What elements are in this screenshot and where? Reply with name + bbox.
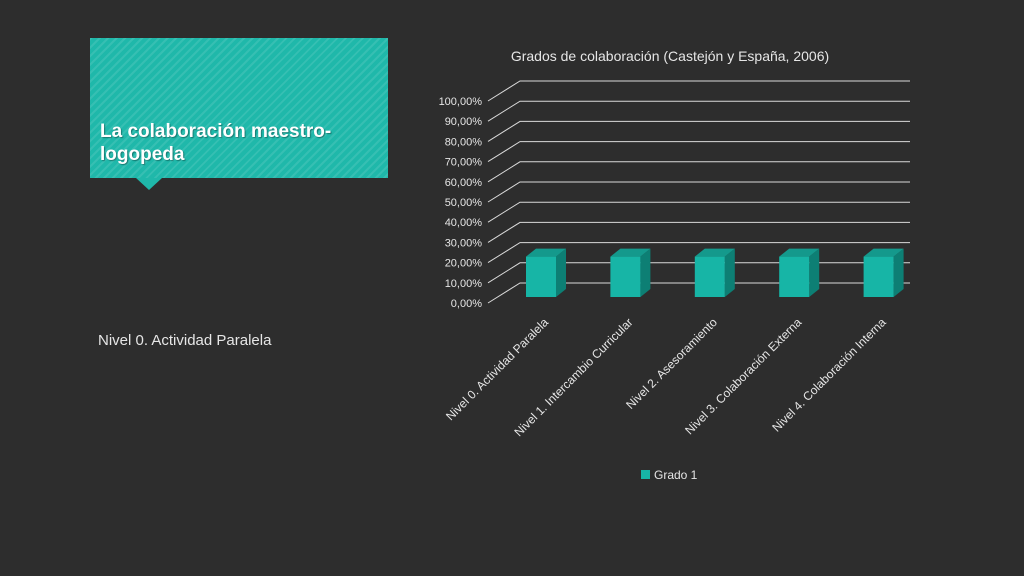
title-callout-box: La colaboración maestro-logopeda <box>90 38 388 178</box>
bar <box>526 248 566 297</box>
gridline <box>487 221 910 243</box>
body-text: Nivel 0. Actividad Paralela <box>98 332 272 349</box>
gridline <box>487 100 910 122</box>
y-axis-ticks: 0,00% 10,00% 20,00% 30,00% 40,00% 50,00% 60,00… <box>439 96 483 310</box>
y-tick-label: 60,00% <box>445 177 483 189</box>
gridline <box>487 201 910 223</box>
bar <box>610 248 651 297</box>
y-tick-label: 80,00% <box>445 136 483 148</box>
bar-side <box>640 248 651 297</box>
bar-side <box>809 248 820 297</box>
y-tick-label: 70,00% <box>445 157 483 169</box>
bar-side <box>556 248 566 297</box>
bar-top <box>779 248 820 257</box>
bar <box>779 248 820 297</box>
y-tick-label: 100,00% <box>439 96 483 108</box>
bar-front <box>610 256 641 297</box>
bar-front <box>779 256 810 297</box>
bar-side <box>893 248 904 297</box>
x-tick-label: Nivel 2. Asesoramiento <box>623 315 720 412</box>
y-tick-label: 50,00% <box>445 197 483 209</box>
bar-front <box>694 256 725 297</box>
bar-top <box>610 248 651 257</box>
bar-front <box>526 256 556 297</box>
gridline <box>487 181 910 203</box>
bar-side <box>724 248 735 297</box>
legend: Grado 1 <box>641 468 698 482</box>
bar <box>694 248 735 297</box>
chart-title: Grados de colaboración (Castejón y Españ… <box>511 48 829 64</box>
bar-top <box>863 248 904 257</box>
gridline <box>487 80 910 102</box>
y-tick-label: 0,00% <box>451 298 482 310</box>
legend-swatch <box>641 470 650 479</box>
bar-top <box>526 248 566 257</box>
y-tick-label: 10,00% <box>445 278 483 290</box>
y-tick-label: 30,00% <box>445 237 483 249</box>
y-tick-label: 20,00% <box>445 258 483 270</box>
callout-pointer <box>136 178 162 190</box>
gridline <box>487 161 910 183</box>
bars-layer <box>526 248 904 297</box>
bar <box>863 248 904 297</box>
slide-title: La colaboración maestro-logopeda <box>100 121 332 165</box>
y-tick-label: 90,00% <box>445 116 483 128</box>
gridline <box>487 141 910 163</box>
gridline <box>487 242 910 264</box>
legend-label: Grado 1 <box>654 468 698 482</box>
gridline <box>487 120 910 142</box>
y-tick-label: 40,00% <box>445 217 483 229</box>
bar-top <box>694 248 735 257</box>
bar-front <box>863 256 894 297</box>
